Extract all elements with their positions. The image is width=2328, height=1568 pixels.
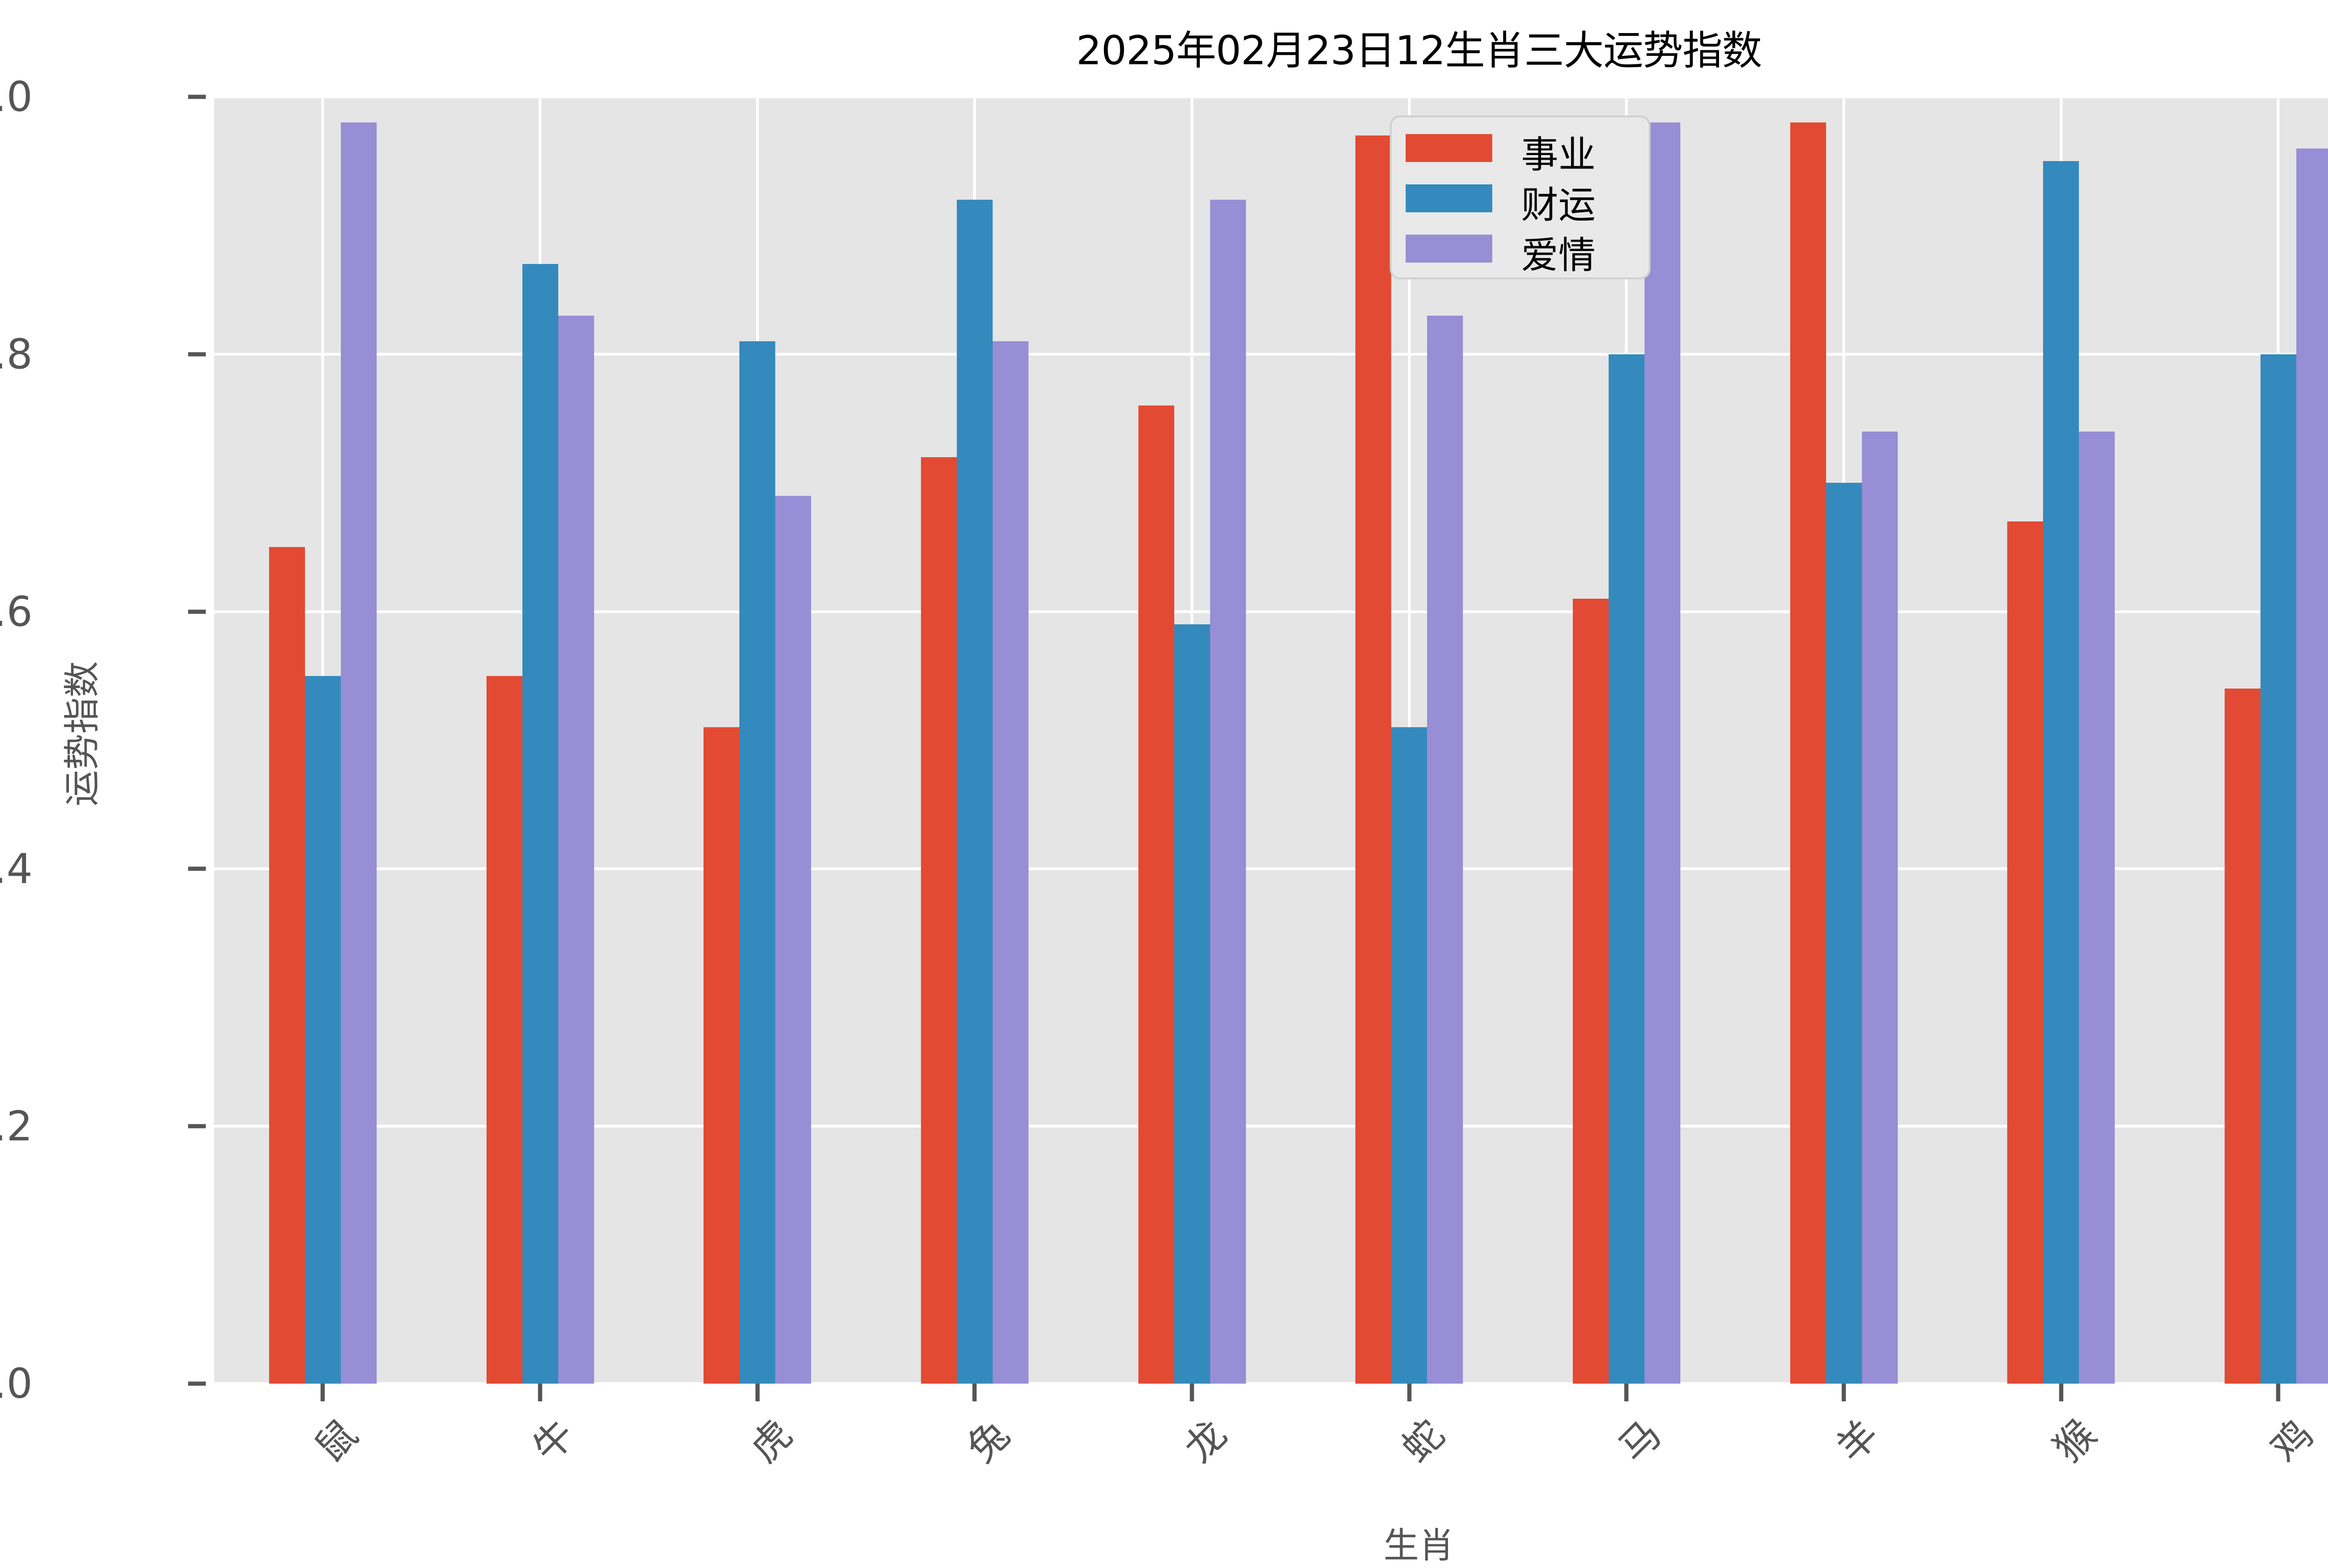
bar (2007, 521, 2044, 1384)
bar (2260, 354, 2296, 1384)
y-tick-label: 0.0 (0, 1359, 33, 1408)
legend-label: 事业 (1521, 133, 1596, 176)
x-tick-mark (1624, 1384, 1629, 1401)
bar (1826, 483, 1862, 1384)
bar (775, 495, 812, 1384)
bar (558, 315, 594, 1384)
x-tick-mark (1407, 1384, 1412, 1401)
x-tick-label: 马 (1610, 1411, 1671, 1471)
bar (1355, 135, 1392, 1384)
x-tick-mark (1841, 1384, 1846, 1401)
gridline-horizontal (214, 1125, 2328, 1128)
bar (1138, 406, 1174, 1384)
bar (1572, 598, 1609, 1384)
y-tick-mark (188, 609, 206, 614)
legend-swatch (1406, 235, 1492, 263)
legend-label: 爱情 (1521, 234, 1596, 277)
legend-swatch (1406, 134, 1492, 162)
bars-layer (214, 97, 2328, 1384)
y-tick-label: 0.6 (0, 588, 33, 636)
bar (1790, 122, 1826, 1384)
x-tick-label: 鸡 (2262, 1411, 2322, 1471)
bar (1427, 315, 1463, 1384)
x-tick-label: 鼠 (306, 1411, 367, 1471)
y-tick-label: 1.0 (0, 73, 33, 121)
bar (1861, 431, 1898, 1384)
y-tick-label: 0.2 (0, 1102, 33, 1150)
x-tick-label: 牛 (524, 1411, 584, 1471)
gridline-horizontal (214, 867, 2328, 871)
y-tick-mark (188, 1381, 206, 1386)
x-tick-label: 猴 (2044, 1411, 2105, 1471)
legend-swatch (1406, 184, 1492, 212)
y-tick-mark (188, 1124, 206, 1129)
bar (956, 200, 993, 1384)
bar (992, 341, 1029, 1384)
bar (920, 457, 957, 1384)
legend-item[interactable]: 财运 (1406, 178, 1638, 227)
x-tick-mark (2059, 1384, 2064, 1401)
x-axis-label: 生肖 (1383, 1525, 1455, 1566)
x-tick-mark (2276, 1384, 2281, 1401)
bar (1644, 122, 1680, 1384)
bar (522, 264, 558, 1384)
x-tick-label: 兔 (958, 1411, 1019, 1471)
x-tick-mark (972, 1384, 977, 1401)
bar (1391, 727, 1428, 1384)
y-axis-label: 运势指数 (61, 661, 103, 807)
x-tick-label: 蛇 (1393, 1411, 1453, 1471)
bar (1174, 624, 1210, 1384)
plot-area (214, 95, 2328, 1385)
gridline-horizontal (214, 352, 2328, 356)
bar (739, 341, 776, 1384)
bar (2079, 431, 2115, 1384)
y-tick-mark (188, 866, 206, 871)
bar (269, 547, 305, 1384)
bar (1210, 200, 1246, 1384)
bar (305, 676, 341, 1384)
legend-label: 财运 (1521, 183, 1596, 227)
legend: 事业 财运 爱情 (1390, 115, 1651, 279)
x-tick-mark (1190, 1384, 1194, 1401)
bar (340, 122, 377, 1384)
gridline-horizontal (214, 95, 2328, 98)
chart-title: 2025年02月23日12生肖三大运势指数 (1076, 27, 1762, 74)
x-tick-mark (755, 1384, 760, 1401)
bar (1608, 354, 1644, 1384)
y-tick-mark (188, 352, 206, 357)
x-tick-label: 羊 (1827, 1411, 1888, 1471)
y-tick-mark (188, 95, 206, 99)
x-tick-mark (538, 1384, 542, 1401)
x-tick-label: 龙 (1176, 1411, 1236, 1471)
legend-item[interactable]: 爱情 (1406, 228, 1638, 277)
bar (704, 727, 740, 1384)
bar (2296, 148, 2328, 1384)
gridline-horizontal (214, 1382, 2328, 1385)
bar (2224, 689, 2260, 1384)
y-tick-label: 0.4 (0, 845, 33, 893)
legend-item[interactable]: 事业 (1406, 128, 1638, 176)
y-tick-label: 0.8 (0, 330, 33, 378)
gridline-horizontal (214, 610, 2328, 613)
bar (486, 676, 522, 1384)
x-tick-mark (320, 1384, 325, 1401)
bar (2043, 161, 2079, 1384)
x-tick-label: 虎 (741, 1411, 801, 1471)
